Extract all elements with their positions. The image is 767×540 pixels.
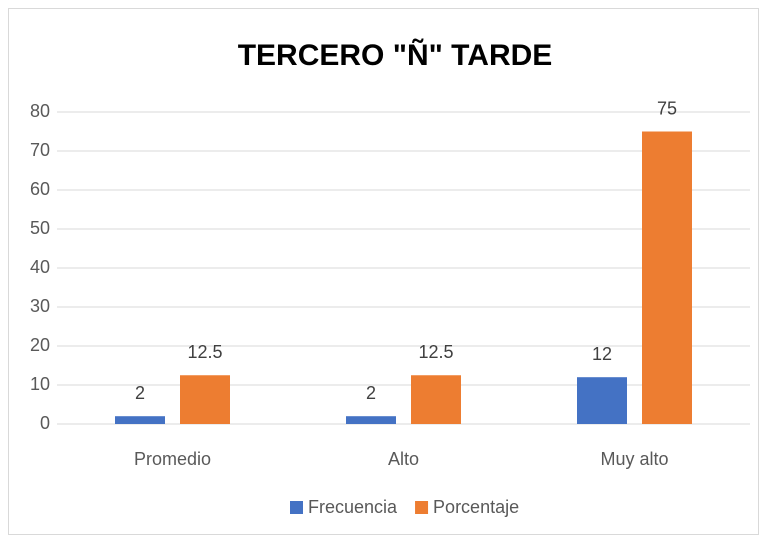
data-label: 12.5	[418, 342, 453, 362]
bar	[642, 131, 692, 424]
x-tick-label: Muy alto	[600, 449, 668, 469]
bar	[180, 375, 230, 424]
data-label: 2	[366, 383, 376, 403]
data-label: 2	[135, 383, 145, 403]
bar	[577, 377, 627, 424]
bar	[346, 416, 396, 424]
y-tick-label: 40	[30, 257, 50, 277]
chart-title: TERCERO "Ñ" TARDE	[238, 38, 553, 72]
legend-label: Porcentaje	[433, 497, 519, 517]
y-tick-label: 0	[40, 413, 50, 433]
data-label: 75	[657, 98, 677, 118]
y-tick-label: 10	[30, 374, 50, 394]
y-tick-label: 50	[30, 218, 50, 238]
legend-swatch	[290, 501, 303, 514]
legend-label: Frecuencia	[308, 497, 398, 517]
y-tick-label: 20	[30, 335, 50, 355]
bar	[411, 375, 461, 424]
data-label: 12.5	[187, 342, 222, 362]
x-tick-label: Promedio	[134, 449, 211, 469]
y-tick-label: 80	[30, 101, 50, 121]
y-tick-label: 30	[30, 296, 50, 316]
bar	[115, 416, 165, 424]
x-tick-label: Alto	[388, 449, 419, 469]
y-tick-label: 70	[30, 140, 50, 160]
chart-border	[8, 8, 759, 535]
y-tick-label: 60	[30, 179, 50, 199]
legend-swatch	[415, 501, 429, 514]
data-label: 12	[592, 344, 612, 364]
